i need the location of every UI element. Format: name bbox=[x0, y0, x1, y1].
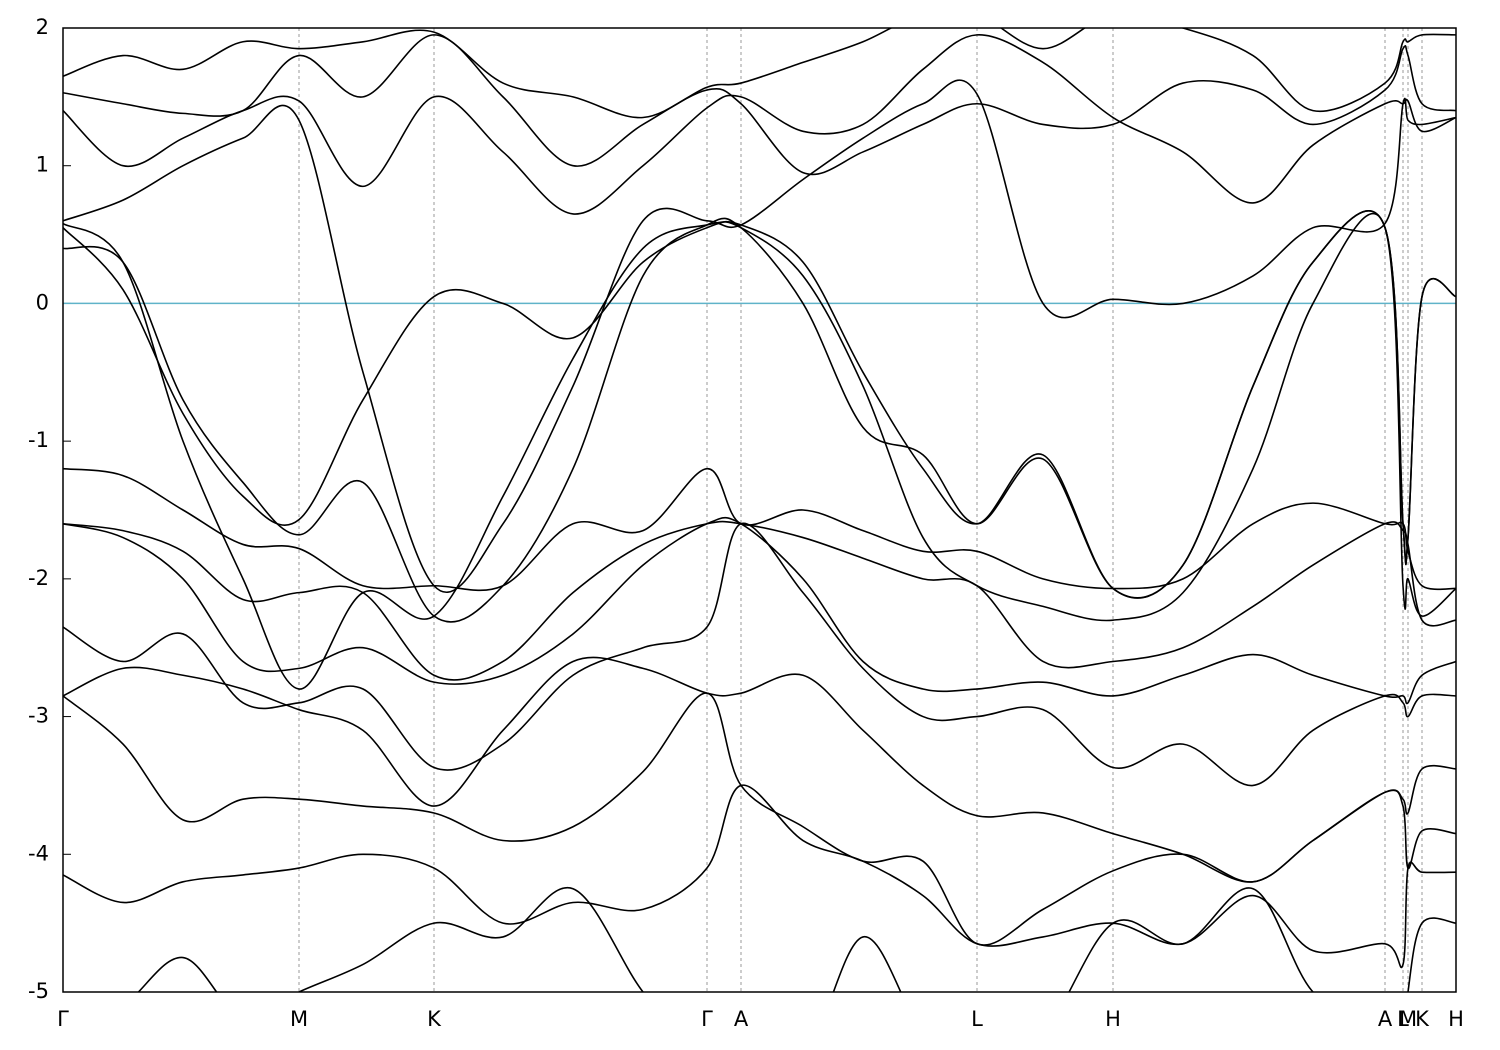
x-tick-label: M bbox=[1399, 1007, 1417, 1031]
x-tick-label: M bbox=[290, 1007, 308, 1031]
y-tick-label: -2 bbox=[28, 566, 49, 590]
x-tick-label: A bbox=[734, 1007, 749, 1031]
y-tick-label: -1 bbox=[28, 428, 49, 452]
x-tick-label: H bbox=[1448, 1007, 1464, 1031]
x-tick-label: K bbox=[427, 1007, 442, 1031]
y-tick-label: -5 bbox=[28, 979, 49, 1003]
band bbox=[63, 210, 1456, 599]
y-tick-label: 1 bbox=[36, 153, 49, 177]
band bbox=[63, 79, 1456, 594]
band bbox=[63, 34, 1456, 176]
band bbox=[63, 212, 1456, 690]
x-tick-label: A bbox=[1378, 1007, 1393, 1031]
band bbox=[137, 886, 1456, 992]
band bbox=[63, 28, 1456, 119]
band bbox=[63, 34, 1456, 215]
x-tick-label: Γ bbox=[57, 1007, 69, 1031]
bands bbox=[63, 28, 1456, 992]
band bbox=[63, 656, 1456, 883]
band bbox=[63, 784, 1456, 969]
band bbox=[63, 520, 1456, 681]
x-tick-label: H bbox=[1105, 1007, 1121, 1031]
grid bbox=[62, 27, 1457, 993]
band bbox=[63, 210, 1456, 623]
x-tick-label: L bbox=[971, 1007, 983, 1031]
x-tick-label: L bbox=[1397, 1007, 1409, 1031]
band bbox=[63, 467, 1456, 592]
y-tick-label: -3 bbox=[28, 704, 49, 728]
y-tick-label: 0 bbox=[36, 290, 49, 314]
x-tick-label: Γ bbox=[701, 1007, 713, 1031]
band bbox=[63, 522, 1456, 787]
plot-frame bbox=[62, 27, 1457, 993]
band bbox=[63, 516, 1456, 705]
band bbox=[63, 692, 1456, 946]
x-tick-label: K bbox=[1415, 1007, 1430, 1031]
y-tick-label: 2 bbox=[36, 15, 49, 39]
y-tick-label: -4 bbox=[28, 841, 49, 865]
